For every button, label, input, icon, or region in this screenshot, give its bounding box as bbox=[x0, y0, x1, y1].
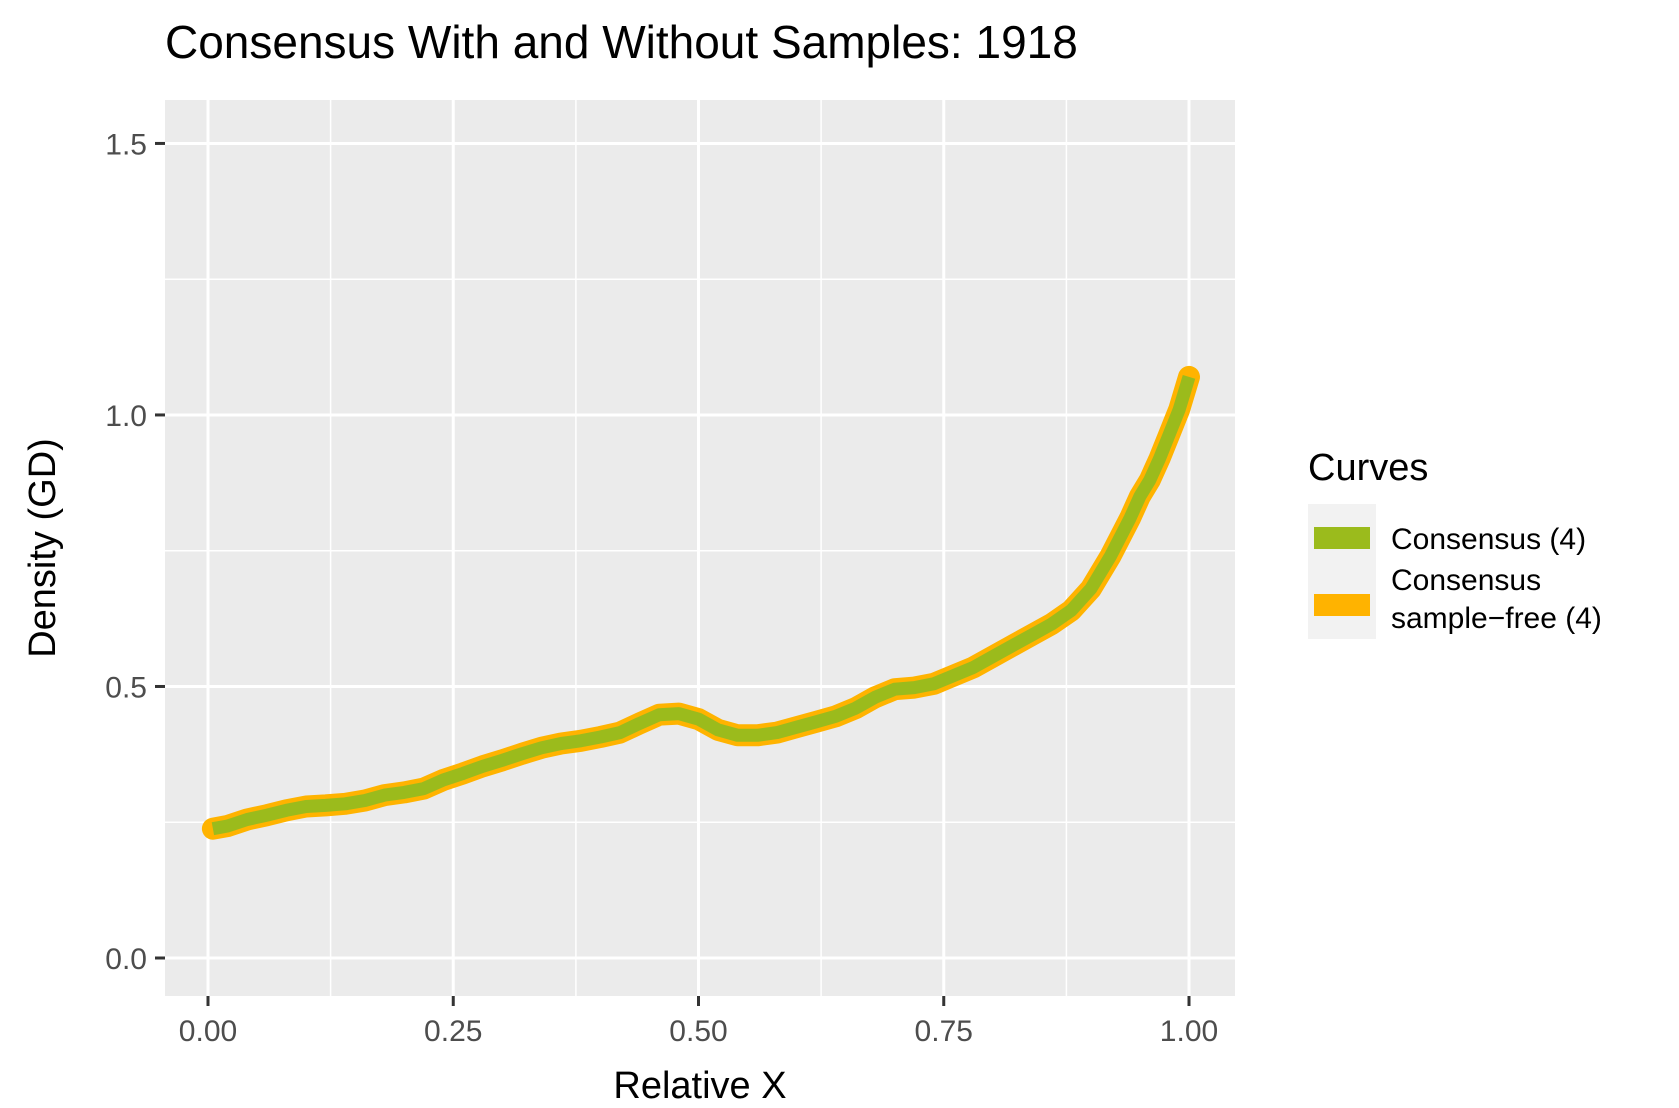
y-axis-title: Density (GD) bbox=[22, 438, 64, 658]
x-tick-label: 0.25 bbox=[424, 1015, 482, 1048]
x-axis-title: Relative X bbox=[613, 1065, 786, 1107]
x-tick-label: 0.00 bbox=[179, 1015, 237, 1048]
legend-key-swatch bbox=[1314, 594, 1370, 616]
y-axis: 0.0 0.5 1.0 1.5 bbox=[105, 128, 165, 976]
grid-major bbox=[165, 100, 1235, 996]
chart-title: Consensus With and Without Samples: 1918 bbox=[165, 16, 1078, 68]
x-tick-label: 1.00 bbox=[1160, 1015, 1218, 1048]
x-tick-label: 0.50 bbox=[669, 1015, 727, 1048]
y-tick-label: 0.0 bbox=[105, 943, 147, 976]
series-line-consensus bbox=[211, 375, 1196, 836]
legend-key-swatch bbox=[1314, 527, 1370, 549]
legend-label: Consensus bbox=[1391, 564, 1541, 597]
series-layer bbox=[201, 365, 1200, 840]
legend-label: Consensus (4) bbox=[1391, 523, 1586, 556]
legend-title: Curves bbox=[1308, 447, 1428, 489]
plot-panel bbox=[165, 100, 1235, 996]
x-axis: 0.00 0.25 0.50 0.75 1.00 bbox=[179, 996, 1218, 1048]
y-tick-label: 0.5 bbox=[105, 671, 147, 704]
legend-label: sample−free (4) bbox=[1391, 602, 1602, 635]
y-tick-label: 1.5 bbox=[105, 128, 147, 161]
x-tick-label: 0.75 bbox=[915, 1015, 973, 1048]
y-tick-label: 1.0 bbox=[105, 400, 147, 433]
legend: Curves Consensus (4) Consensus sample−free… bbox=[1308, 447, 1602, 639]
